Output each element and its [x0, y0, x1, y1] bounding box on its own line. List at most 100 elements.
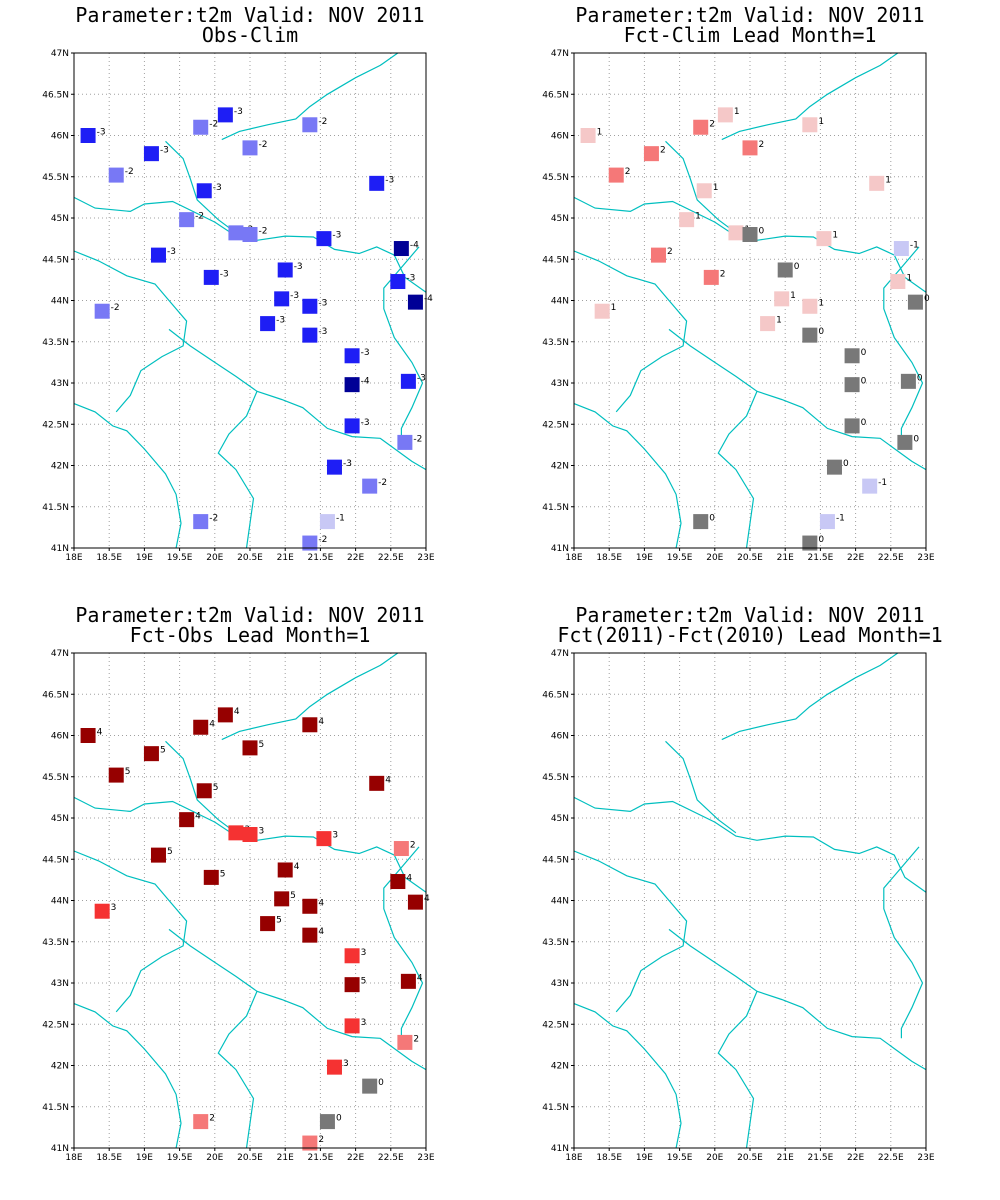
station-value: 1: [885, 175, 891, 185]
station-value: -3: [290, 291, 299, 301]
y-tick-label: 41N: [551, 544, 569, 554]
station-value: -3: [167, 247, 176, 257]
panel-subtitle: Obs-Clim: [201, 23, 299, 47]
station-marker: [890, 274, 906, 290]
x-tick-label: 21E: [277, 1153, 294, 1163]
x-tick-label: 22.5E: [378, 553, 404, 563]
station-marker: [693, 119, 709, 135]
border-line: [256, 990, 427, 1071]
station-marker: [302, 298, 318, 314]
x-tick-label: 23E: [417, 1153, 434, 1163]
station-value: 0: [818, 535, 824, 545]
station-value: 1: [734, 107, 740, 117]
station-value: 2: [759, 140, 765, 150]
station-marker: [369, 175, 385, 191]
y-tick-label: 43N: [51, 979, 69, 989]
station-marker: [242, 140, 258, 156]
border-line: [73, 403, 182, 549]
station-marker: [717, 107, 733, 123]
station-value: 4: [97, 728, 103, 738]
station-value: -3: [160, 146, 169, 156]
y-tick-label: 44.5N: [42, 855, 69, 865]
station-value: 3: [332, 831, 338, 841]
station-value: -2: [378, 478, 387, 488]
panel-subtitle: Fct(2011)-Fct(2010) Lead Month=1: [557, 623, 943, 647]
station-marker: [203, 269, 219, 285]
station-marker: [196, 183, 212, 199]
panel-title: Parameter:t2m Valid: NOV 2011: [75, 3, 425, 27]
border-line: [883, 846, 924, 1039]
station-value: -3: [234, 107, 243, 117]
y-tick-label: 41.5N: [42, 1103, 69, 1113]
station-value: 0: [861, 418, 867, 428]
station-marker: [319, 1114, 335, 1130]
y-tick-label: 44.5N: [542, 855, 569, 865]
station-marker: [196, 783, 212, 799]
y-tick-label: 44N: [51, 897, 69, 907]
station-value: 1: [695, 212, 701, 222]
station-value: -2: [318, 535, 327, 545]
y-tick-label: 44.5N: [542, 255, 569, 265]
y-tick-label: 43N: [551, 979, 569, 989]
station-marker: [362, 1078, 378, 1094]
station-value: 2: [410, 841, 416, 851]
x-tick-label: 22.5E: [878, 553, 904, 563]
border-line: [165, 740, 237, 834]
station-marker: [217, 707, 233, 723]
y-tick-label: 41.5N: [42, 503, 69, 513]
station-value: -3: [276, 316, 285, 326]
station-value: -1: [910, 241, 919, 251]
station-value: -4: [361, 377, 370, 387]
x-tick-label: 22E: [347, 1153, 364, 1163]
y-tick-label: 47N: [51, 49, 69, 59]
x-tick-label: 20.5E: [737, 553, 763, 563]
station-marker: [344, 977, 360, 993]
border-line: [573, 1003, 682, 1149]
station-marker: [393, 241, 409, 257]
border-line: [756, 990, 927, 1071]
y-tick-label: 42N: [551, 1062, 569, 1072]
station-marker: [319, 514, 335, 530]
station-value: -1: [336, 514, 345, 524]
x-tick-label: 22E: [347, 553, 364, 563]
station-marker: [580, 128, 596, 143]
x-tick-label: 18E: [565, 553, 582, 563]
station-marker: [650, 247, 666, 263]
x-tick-label: 21E: [277, 553, 294, 563]
station-marker: [400, 373, 416, 389]
station-marker: [228, 825, 244, 841]
y-tick-label: 43N: [551, 379, 569, 389]
station-marker: [302, 535, 318, 551]
y-tick-label: 45N: [551, 214, 569, 224]
station-marker: [390, 274, 406, 290]
border-line: [73, 250, 188, 413]
station-value: -3: [385, 175, 394, 185]
station-value: -3: [417, 373, 426, 383]
station-value: 3: [343, 1059, 349, 1069]
y-tick-label: 45.5N: [542, 773, 569, 783]
station-value: -3: [332, 231, 341, 241]
border-line: [165, 140, 237, 234]
station-marker: [108, 767, 124, 783]
station-marker: [94, 303, 110, 319]
station-marker: [760, 316, 776, 332]
border-line: [668, 928, 758, 1149]
y-tick-label: 45N: [551, 814, 569, 824]
y-tick-label: 41N: [51, 544, 69, 554]
station-value: 0: [861, 377, 867, 387]
station-marker: [802, 298, 818, 314]
station-marker: [242, 227, 258, 242]
station-value: -2: [413, 434, 422, 444]
station-marker: [150, 847, 166, 863]
y-tick-label: 45.5N: [42, 773, 69, 783]
station-value: -3: [318, 327, 327, 337]
station-value: -2: [259, 140, 268, 150]
y-tick-label: 43N: [51, 379, 69, 389]
x-tick-label: 19E: [636, 553, 653, 563]
map-plot: 444455545433325454543454354323020218E18.…: [42, 649, 435, 1163]
station-marker: [302, 898, 318, 914]
station-marker: [344, 418, 360, 434]
station-value: -3: [213, 183, 222, 193]
station-marker: [179, 812, 195, 828]
station-marker: [302, 1135, 318, 1151]
